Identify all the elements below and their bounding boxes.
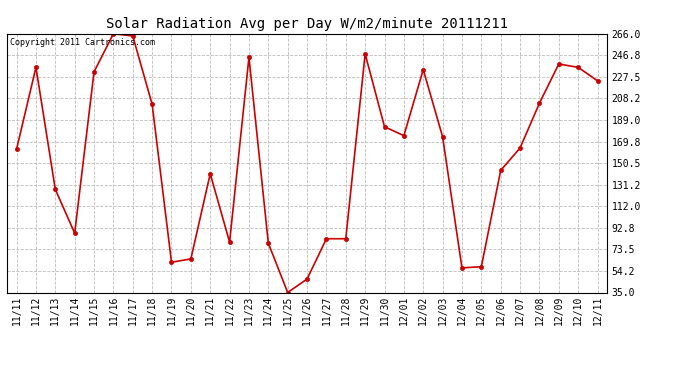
Title: Solar Radiation Avg per Day W/m2/minute 20111211: Solar Radiation Avg per Day W/m2/minute … xyxy=(106,17,508,31)
Text: Copyright 2011 Cartronics.com: Copyright 2011 Cartronics.com xyxy=(10,38,155,46)
